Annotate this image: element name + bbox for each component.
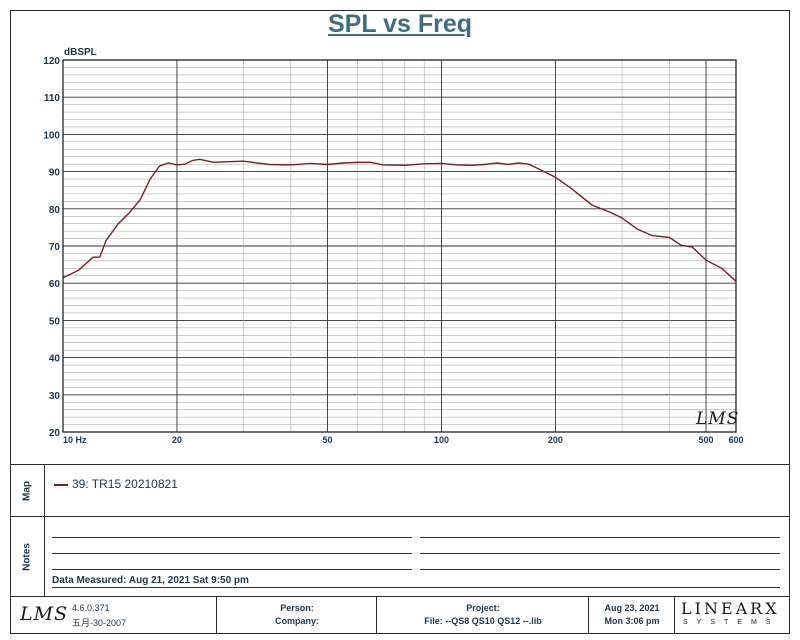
y-tick-label: 50 bbox=[49, 316, 61, 327]
y-tick-label: 40 bbox=[49, 354, 61, 365]
note-line bbox=[420, 569, 780, 570]
project-label: Project: bbox=[466, 603, 500, 613]
version: 4.6.0.371 bbox=[72, 603, 110, 613]
watermark-text: LMS bbox=[695, 409, 739, 429]
y-tick-label: 90 bbox=[49, 168, 61, 179]
footer-date-cell: Aug 23, 2021 Mon 3:06 pm bbox=[588, 597, 675, 634]
linearx-logo: LINEARX bbox=[681, 599, 780, 618]
y-tick-label: 30 bbox=[49, 391, 61, 402]
lms-watermark: LMS bbox=[695, 409, 739, 429]
footer-person-cell: Person: Company: bbox=[216, 597, 377, 634]
x-tick-label: 200 bbox=[548, 435, 563, 445]
note-line bbox=[52, 587, 780, 588]
notes-label-text: Notes bbox=[21, 542, 33, 571]
x-tick-label: 600 bbox=[728, 435, 743, 445]
company-label: Company: bbox=[274, 616, 319, 626]
legend-swatch bbox=[54, 484, 68, 486]
note-line bbox=[52, 569, 412, 570]
chart-title: SPL vs Freq bbox=[327, 10, 473, 38]
note-line bbox=[420, 553, 780, 554]
x-tick-label: 10 Hz bbox=[63, 435, 87, 445]
note-line bbox=[420, 537, 780, 538]
legend-entry[interactable]: 39: TR15 20210821 bbox=[72, 477, 178, 491]
build-date: 五月-30-2007 bbox=[72, 618, 127, 628]
footer-brand-cell: LINEARX SYSTEMS bbox=[674, 597, 790, 634]
plot-border bbox=[62, 59, 737, 433]
footer-version-cell: 4.6.0.371 五月-30-2007 bbox=[66, 597, 216, 634]
report-day-time: Mon 3:06 pm bbox=[604, 616, 660, 626]
footer-logo-cell: LMS bbox=[10, 597, 69, 634]
file-line: File: --QS8 QS10 QS12 --.lib bbox=[424, 616, 542, 626]
lms-logo: LMS bbox=[20, 603, 69, 625]
report-frame bbox=[10, 10, 790, 634]
x-tick-label: 500 bbox=[699, 435, 714, 445]
footer-project-cell: Project: File: --QS8 QS10 QS12 --.lib bbox=[376, 597, 589, 634]
y-tick-label: 110 bbox=[44, 93, 61, 104]
series-line bbox=[62, 158, 737, 282]
x-tick-label: 100 bbox=[434, 435, 449, 445]
y-tick-label: 20 bbox=[49, 428, 61, 439]
data-measured: Data Measured: Aug 21, 2021 Sat 9:50 pm bbox=[52, 575, 249, 586]
y-tick-label: 70 bbox=[49, 242, 61, 253]
linearx-systems: SYSTEMS bbox=[683, 619, 780, 626]
map-label-text: Map bbox=[21, 480, 33, 501]
y-tick-label: 80 bbox=[49, 205, 61, 216]
map-section: Map 39: TR15 20210821 bbox=[10, 464, 790, 516]
notes-section: Notes Data Measured: Aug 21, 2021 Sat 9:… bbox=[10, 516, 790, 596]
note-line bbox=[52, 537, 412, 538]
y-tick-label: 120 bbox=[43, 56, 60, 67]
grid bbox=[62, 59, 737, 433]
x-tick-label: 50 bbox=[323, 435, 333, 445]
map-section-label: Map bbox=[10, 465, 45, 516]
y-axis-label: dBSPL bbox=[64, 47, 97, 58]
footer: LMS 4.6.0.371 五月-30-2007 Person: Company… bbox=[10, 596, 790, 634]
x-tick-label: 20 bbox=[172, 435, 182, 445]
y-tick-label: 100 bbox=[43, 130, 60, 141]
notes-section-label: Notes bbox=[10, 517, 45, 596]
person-label: Person: bbox=[280, 603, 314, 613]
y-tick-label: 60 bbox=[49, 279, 61, 290]
report-date: Aug 23, 2021 bbox=[604, 603, 660, 613]
note-line bbox=[52, 553, 412, 554]
